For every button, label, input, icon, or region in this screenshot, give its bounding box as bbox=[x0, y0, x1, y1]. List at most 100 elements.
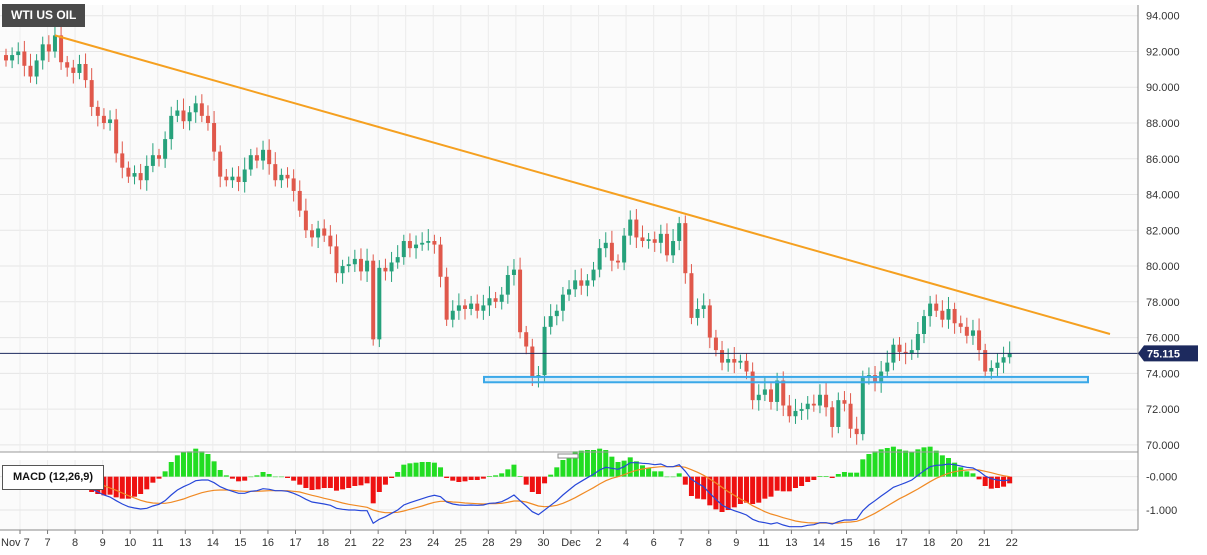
macd-line bbox=[5, 462, 1010, 528]
macd-histogram-bar bbox=[107, 476, 113, 495]
candle-body bbox=[824, 394, 829, 408]
macd-histogram-bar bbox=[217, 470, 223, 477]
candle bbox=[475, 294, 480, 319]
candle-body bbox=[120, 153, 125, 168]
candle bbox=[805, 396, 810, 420]
candle bbox=[499, 286, 504, 310]
candle bbox=[450, 300, 455, 328]
candle bbox=[77, 54, 82, 80]
candle bbox=[34, 54, 39, 85]
x-tick-label: 29 bbox=[510, 537, 522, 549]
candle bbox=[4, 48, 8, 67]
macd-histogram-bar bbox=[945, 458, 951, 477]
candle-body bbox=[609, 242, 614, 261]
x-tick-label: 14 bbox=[207, 537, 219, 549]
candle-body bbox=[591, 269, 596, 281]
candle bbox=[885, 350, 890, 378]
candle-body bbox=[922, 316, 926, 334]
candle-body bbox=[964, 326, 969, 336]
candle bbox=[738, 354, 743, 369]
macd-histogram-bar bbox=[407, 463, 413, 477]
candle-body bbox=[567, 289, 572, 295]
candle-body bbox=[958, 323, 963, 327]
candle-body bbox=[652, 239, 657, 243]
candle bbox=[138, 163, 143, 190]
candle bbox=[511, 259, 516, 286]
candle bbox=[205, 105, 210, 131]
candle-body bbox=[946, 308, 951, 320]
candle-body bbox=[683, 223, 688, 274]
macd-histogram-bar bbox=[633, 461, 639, 477]
candle-body bbox=[701, 305, 706, 309]
candle-body bbox=[358, 258, 363, 272]
candle bbox=[995, 353, 1000, 378]
macd-histogram-bar bbox=[229, 476, 235, 479]
candle-body bbox=[481, 305, 486, 311]
candle-body bbox=[389, 262, 394, 272]
macd-histogram-bar bbox=[872, 451, 878, 477]
candle bbox=[787, 394, 792, 423]
candle-body bbox=[377, 267, 382, 340]
candle-body bbox=[928, 303, 933, 317]
candle-body bbox=[854, 428, 859, 435]
x-tick-label: 22 bbox=[1006, 537, 1018, 549]
candle-body bbox=[40, 44, 45, 61]
x-tick-label: 11 bbox=[758, 537, 769, 549]
candle bbox=[897, 337, 902, 361]
candle bbox=[542, 316, 547, 382]
candle bbox=[310, 224, 314, 247]
candle bbox=[591, 261, 596, 287]
candle bbox=[371, 254, 376, 346]
candle bbox=[224, 168, 229, 187]
x-tick-label: 9 bbox=[100, 537, 106, 549]
macd-histogram-bar bbox=[676, 473, 682, 477]
macd-histogram-bar bbox=[303, 476, 309, 488]
candle-body bbox=[163, 139, 168, 159]
candle-body bbox=[744, 360, 749, 372]
candle-body bbox=[622, 235, 627, 263]
macd-histogram-bar bbox=[835, 474, 841, 477]
macd-histogram-bar bbox=[444, 476, 450, 478]
candle bbox=[340, 259, 345, 284]
candle bbox=[175, 99, 180, 123]
candle-body bbox=[126, 167, 131, 177]
candle-body bbox=[738, 360, 743, 363]
macd-histogram-bar bbox=[370, 476, 376, 504]
candle bbox=[848, 393, 853, 438]
macd-histogram-bar bbox=[340, 476, 346, 490]
macd-histogram-bar bbox=[156, 476, 162, 479]
macd-histogram-bar bbox=[425, 462, 431, 477]
y-tick-label: 74.000 bbox=[1146, 368, 1180, 380]
macd-histogram-bar bbox=[401, 464, 407, 477]
current-price-label: 75.115 bbox=[1147, 348, 1180, 360]
macd-histogram-bar bbox=[132, 476, 138, 497]
candle bbox=[352, 249, 357, 272]
macd-histogram-bar bbox=[462, 476, 468, 482]
candle bbox=[1001, 346, 1006, 374]
y-tick-label: 70.000 bbox=[1146, 440, 1180, 452]
candle-body bbox=[616, 260, 620, 263]
candle-body bbox=[169, 115, 174, 140]
macd-histogram-bar bbox=[982, 476, 988, 486]
candle bbox=[389, 251, 394, 282]
candle bbox=[928, 295, 933, 327]
candle bbox=[744, 353, 749, 380]
macd-histogram-bar bbox=[927, 446, 933, 477]
macd-histogram-bar bbox=[223, 475, 229, 477]
candle-body bbox=[432, 241, 437, 245]
candle bbox=[358, 248, 363, 281]
candle bbox=[940, 300, 945, 328]
candle-body bbox=[4, 55, 8, 61]
candle-body bbox=[267, 149, 272, 165]
candle-body bbox=[628, 219, 633, 236]
candle bbox=[157, 148, 161, 167]
macd-histogram-bar bbox=[321, 476, 327, 488]
macd-histogram-bar bbox=[560, 460, 566, 477]
candle bbox=[285, 167, 290, 188]
candle-body bbox=[16, 51, 21, 56]
y-tick-label: 72.000 bbox=[1146, 404, 1180, 416]
candle-body bbox=[346, 264, 351, 267]
candle bbox=[438, 236, 443, 288]
candle bbox=[273, 152, 278, 187]
